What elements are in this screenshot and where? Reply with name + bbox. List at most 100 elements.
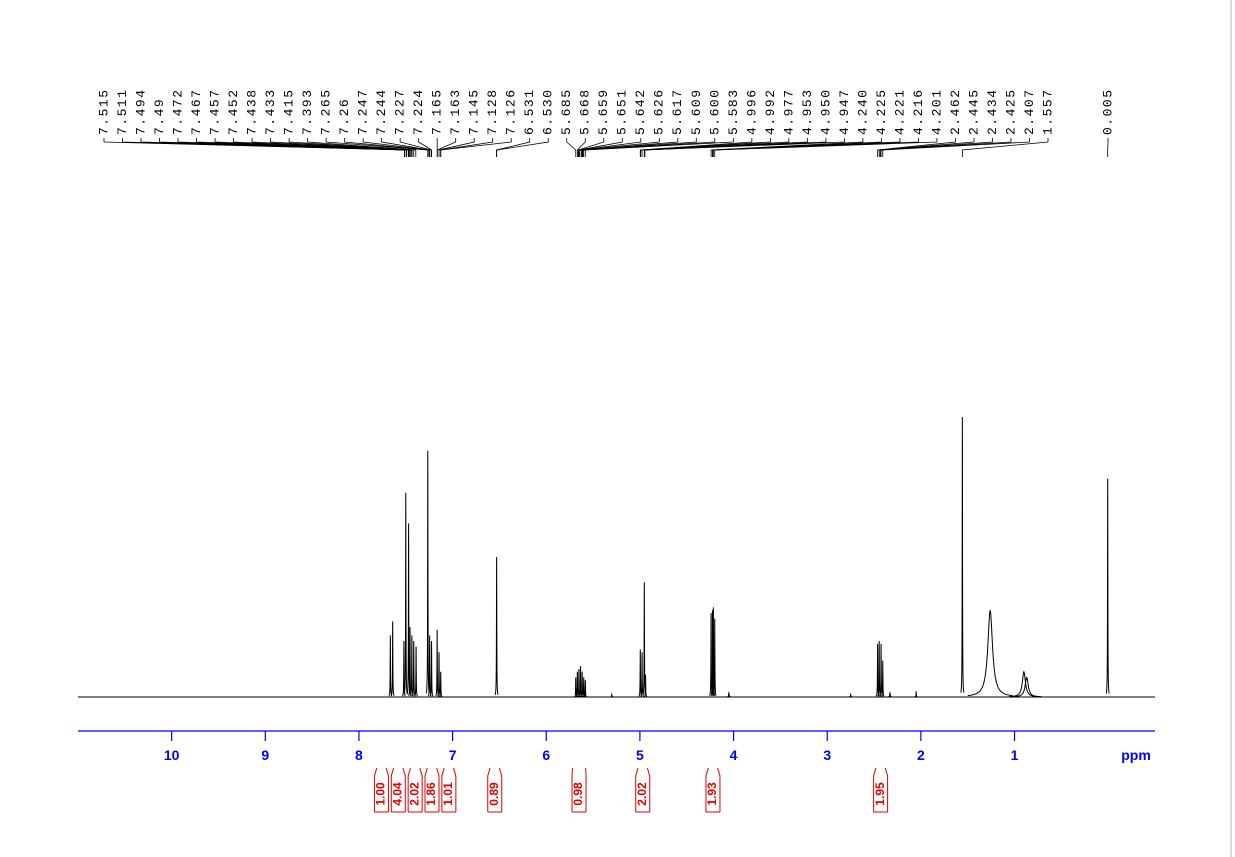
peak-label: 5.609 — [689, 88, 704, 135]
peak — [583, 680, 588, 698]
peak-leader — [418, 138, 433, 157]
integral-label: 2.02 — [407, 782, 421, 806]
peak — [494, 556, 499, 695]
peak-leader — [712, 138, 919, 157]
integral-bracket — [424, 767, 428, 812]
peak-label: 4.977 — [781, 88, 796, 135]
peak-label: 7.452 — [226, 88, 241, 135]
peak-label: 7.415 — [282, 88, 297, 135]
integral-bracket — [453, 767, 457, 812]
x-axis-label: ppm — [1121, 747, 1151, 763]
peak-leader — [577, 138, 605, 157]
integral-bracket — [873, 767, 877, 812]
peak-label: 1.557 — [1040, 88, 1055, 135]
integral-label: 1.95 — [873, 782, 887, 806]
peak-leader — [438, 138, 475, 157]
peak-label: 7.145 — [467, 88, 482, 135]
integral-bracket — [635, 767, 639, 812]
peak-label: 5.583 — [726, 88, 741, 135]
peak-label: 4.216 — [911, 88, 926, 135]
peak-label: 4.953 — [800, 88, 815, 135]
peak-leader — [566, 138, 577, 157]
peak-leader — [877, 138, 956, 157]
peak — [712, 618, 717, 697]
peak-leader — [582, 138, 697, 157]
integral-bracket — [705, 767, 709, 812]
peak — [914, 691, 918, 698]
peak-leader — [307, 138, 417, 157]
peak — [438, 671, 443, 698]
peak — [711, 607, 716, 696]
peak-leader — [440, 138, 512, 157]
peak-label: 7.227 — [393, 88, 408, 135]
peak-label: 2.462 — [948, 88, 963, 135]
peak-leader — [576, 138, 586, 157]
peak — [402, 640, 406, 697]
integral-bracket — [390, 767, 395, 812]
peak-label: 5.668 — [578, 88, 593, 135]
peak-leader — [381, 138, 431, 157]
peak-label: 7.247 — [356, 88, 371, 135]
integral-label: 1.00 — [374, 782, 388, 806]
peak-label: 7.433 — [263, 88, 278, 135]
peak-leader — [712, 138, 901, 157]
peak-label: 7.467 — [189, 88, 204, 135]
peak-label: 7.457 — [207, 88, 222, 135]
peak-label: 4.240 — [855, 88, 870, 135]
peak-label: 7.472 — [170, 88, 185, 135]
peak-leader — [496, 138, 549, 157]
peak-label: 4.996 — [744, 88, 759, 135]
peak — [1105, 478, 1110, 694]
peak-label: 7.163 — [448, 88, 463, 135]
peak-label: 7.511 — [115, 88, 130, 135]
integral-label: 1.93 — [705, 782, 719, 806]
peak-leader — [580, 138, 660, 157]
peak-label: 4.947 — [837, 88, 852, 135]
x-tick-label: 7 — [449, 747, 457, 763]
peak-leader — [325, 138, 429, 157]
peak — [887, 691, 893, 698]
peak-label: 7.26 — [337, 98, 352, 135]
integral-label: 0.89 — [487, 782, 501, 806]
integral-bracket — [436, 767, 440, 812]
peak-label: 2.407 — [1022, 88, 1037, 135]
peak-leader — [214, 138, 411, 157]
peak-label: 2.425 — [1003, 88, 1018, 135]
peak-label: 4.225 — [874, 88, 889, 135]
integral-bracket — [717, 767, 721, 812]
integral-label: 4.04 — [390, 782, 404, 806]
integral-bracket — [646, 767, 651, 812]
x-tick-label: 3 — [823, 747, 831, 763]
peak-leader — [644, 138, 845, 157]
x-tick-label: 4 — [730, 747, 738, 763]
peak — [643, 674, 648, 698]
peak-label: 7.224 — [411, 88, 426, 135]
integral-label: 1.01 — [441, 782, 455, 806]
x-tick-label: 8 — [355, 747, 363, 763]
peak-leader — [251, 138, 412, 157]
peak-label: 4.992 — [763, 88, 778, 135]
integral-label: 2.02 — [635, 782, 649, 806]
peak — [429, 640, 434, 697]
peak-label: 2.445 — [966, 88, 981, 135]
peak-leader — [712, 138, 882, 157]
peak-label: 7.49 — [152, 98, 167, 135]
peak-leader — [710, 138, 864, 157]
peak-label: 4.950 — [818, 88, 833, 135]
peak-label: 2.434 — [985, 88, 1000, 135]
peak-label: 0.005 — [1100, 88, 1115, 135]
integral-bracket — [487, 767, 491, 812]
peak-leader — [578, 138, 623, 157]
x-tick-label: 9 — [261, 747, 269, 763]
peak-leader — [640, 138, 771, 157]
x-tick-label: 1 — [1011, 747, 1019, 763]
peak-label: 7.244 — [374, 88, 389, 135]
integral-bracket — [419, 767, 423, 812]
peak-label: 7.265 — [319, 88, 334, 135]
peak-label: 5.617 — [670, 88, 685, 135]
integral-bracket — [441, 767, 445, 812]
peak — [610, 692, 614, 698]
peak — [967, 610, 1013, 697]
peak-leader — [879, 138, 993, 157]
